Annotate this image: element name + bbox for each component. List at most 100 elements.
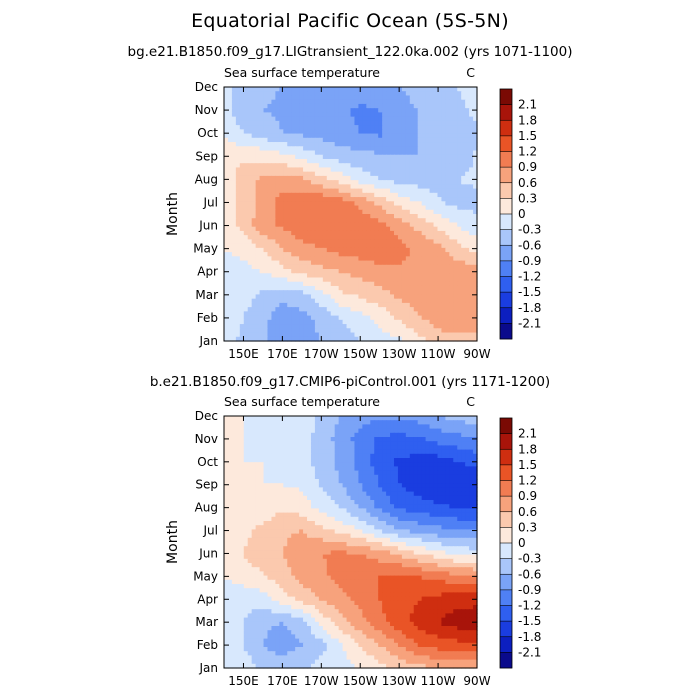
- sst-cell: [255, 315, 261, 321]
- sst-cell: [421, 87, 427, 92]
- sst-cell: [255, 188, 261, 194]
- sst-cell: [310, 281, 316, 287]
- sst-cell: [326, 142, 332, 147]
- sst-cell: [390, 324, 395, 329]
- sst-cell: [310, 108, 316, 113]
- sst-cell: [263, 315, 269, 321]
- sst-cell: [421, 470, 427, 476]
- sst-cell: [247, 218, 253, 224]
- sst-cell: [350, 91, 356, 97]
- sst-cell: [413, 142, 419, 147]
- sst-cell: [307, 277, 312, 283]
- sst-cell: [267, 205, 273, 211]
- sst-cell: [433, 441, 439, 446]
- sst-cell: [338, 256, 344, 262]
- sst-cell: [287, 171, 292, 177]
- sst-cell: [263, 222, 269, 228]
- sst-cell: [291, 146, 296, 152]
- sst-cell: [326, 416, 332, 421]
- sst-cell: [338, 302, 344, 308]
- sst-cell: [473, 103, 478, 109]
- sst-cell: [433, 424, 439, 430]
- sst-cell: [239, 328, 245, 334]
- sst-cell: [409, 239, 415, 245]
- sst-cell: [397, 479, 403, 484]
- sst-cell: [334, 243, 340, 249]
- sst-cell: [310, 192, 316, 198]
- sst-cell: [299, 163, 304, 169]
- sst-cell: [303, 175, 308, 181]
- sst-cell: [421, 133, 427, 139]
- sst-cell: [350, 167, 356, 173]
- sst-cell: [469, 302, 474, 308]
- sst-cell: [445, 453, 450, 459]
- sst-cell: [445, 222, 450, 228]
- sst-cell: [310, 146, 316, 152]
- sst-cell: [370, 205, 375, 211]
- sst-cell: [405, 432, 411, 438]
- sst-cell: [251, 87, 257, 92]
- sst-cell: [449, 269, 454, 274]
- sst-cell: [295, 319, 300, 325]
- sst-cell: [354, 424, 359, 430]
- sst-cell: [303, 307, 308, 312]
- sst-cell: [231, 133, 237, 139]
- sst-cell: [259, 116, 265, 122]
- sst-cell: [449, 150, 454, 156]
- sst-cell: [370, 441, 375, 446]
- sst-cell: [243, 273, 249, 279]
- sst-cell: [350, 441, 356, 446]
- sst-cell: [247, 99, 253, 105]
- sst-cell: [366, 235, 371, 240]
- sst-cell: [318, 285, 324, 291]
- sst-cell: [405, 290, 411, 296]
- sst-cell: [366, 163, 371, 169]
- sst-cell: [275, 125, 280, 130]
- sst-cell: [362, 150, 367, 156]
- sst-cell: [310, 95, 316, 101]
- sst-cell: [417, 424, 423, 430]
- sst-cell: [374, 205, 379, 211]
- sst-cell: [295, 290, 300, 296]
- sst-cell: [275, 336, 280, 342]
- sst-cell: [235, 319, 241, 325]
- sst-cell: [382, 298, 387, 304]
- sst-cell: [342, 154, 348, 160]
- colorbar-box: [500, 260, 512, 277]
- sst-cell: [390, 285, 395, 291]
- sst-cell: [401, 474, 407, 480]
- sst-cell: [469, 290, 474, 296]
- sst-cell: [227, 273, 233, 279]
- sst-cell: [445, 285, 450, 291]
- sst-cell: [397, 332, 403, 338]
- sst-cell: [314, 158, 320, 164]
- sst-cell: [354, 218, 359, 224]
- sst-cell: [231, 137, 237, 143]
- sst-cell: [453, 256, 458, 262]
- sst-cell: [441, 158, 446, 164]
- sst-cell: [263, 197, 269, 202]
- sst-cell: [425, 324, 431, 329]
- sst-cell: [429, 209, 435, 215]
- sst-cell: [322, 264, 328, 270]
- sst-cell: [330, 214, 336, 219]
- sst-cell: [350, 142, 356, 147]
- sst-cell: [287, 462, 292, 467]
- sst-cell: [346, 192, 352, 198]
- sst-cell: [224, 226, 229, 232]
- sst-cell: [437, 428, 443, 434]
- sst-cell: [457, 150, 462, 156]
- sst-cell: [437, 416, 443, 421]
- sst-cell: [330, 416, 336, 421]
- sst-cell: [295, 252, 300, 257]
- sst-cell: [227, 428, 233, 434]
- sst-cell: [441, 171, 446, 177]
- sst-cell: [401, 226, 407, 232]
- sst-cell: [397, 311, 403, 317]
- sst-cell: [358, 120, 363, 126]
- sst-cell: [267, 277, 273, 283]
- sst-cell: [449, 247, 454, 253]
- sst-cell: [342, 449, 348, 455]
- sst-cell: [275, 137, 280, 143]
- sst-cell: [437, 103, 443, 109]
